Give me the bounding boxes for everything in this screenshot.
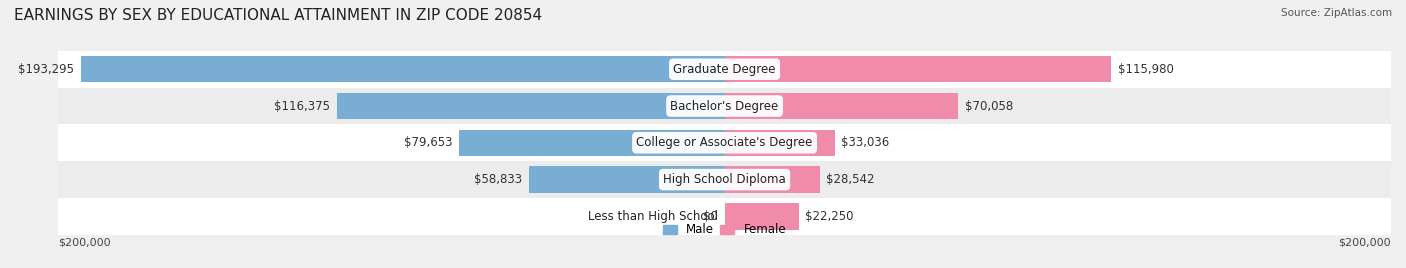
Bar [529,166,724,193]
Text: $22,250: $22,250 [806,210,853,223]
Text: College or Associate's Degree: College or Associate's Degree [637,136,813,149]
Text: $0: $0 [703,210,718,223]
Legend: Male, Female: Male, Female [662,223,786,236]
Bar [58,88,1391,124]
Bar [58,161,1391,198]
Bar [724,129,835,156]
Text: $200,000: $200,000 [58,238,111,248]
Bar [58,124,1391,161]
Text: EARNINGS BY SEX BY EDUCATIONAL ATTAINMENT IN ZIP CODE 20854: EARNINGS BY SEX BY EDUCATIONAL ATTAINMEN… [14,8,543,23]
Text: Graduate Degree: Graduate Degree [673,63,776,76]
Bar [724,203,799,230]
Text: $58,833: $58,833 [474,173,522,186]
Text: Bachelor's Degree: Bachelor's Degree [671,99,779,113]
Bar [724,166,820,193]
Text: $115,980: $115,980 [1118,63,1174,76]
Text: $28,542: $28,542 [827,173,875,186]
Text: $200,000: $200,000 [1339,238,1391,248]
Text: Source: ZipAtlas.com: Source: ZipAtlas.com [1281,8,1392,18]
Bar [337,93,724,119]
Text: $193,295: $193,295 [18,63,75,76]
Text: $33,036: $33,036 [841,136,890,149]
Bar [80,56,724,83]
Text: High School Diploma: High School Diploma [664,173,786,186]
Bar [58,51,1391,88]
Bar [58,198,1391,235]
Text: $70,058: $70,058 [965,99,1012,113]
Bar [724,56,1111,83]
Text: $79,653: $79,653 [404,136,453,149]
Text: Less than High School: Less than High School [588,210,718,223]
Bar [460,129,724,156]
Text: $116,375: $116,375 [274,99,330,113]
Bar [724,93,957,119]
